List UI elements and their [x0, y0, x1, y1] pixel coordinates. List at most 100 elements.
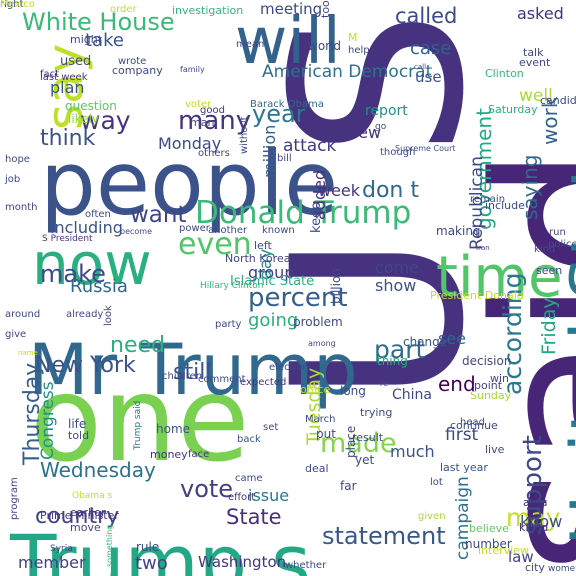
- word-often: often: [85, 209, 111, 220]
- word-back: back: [237, 434, 261, 445]
- word-kind: kind: [534, 244, 556, 255]
- word-keep: keep: [309, 201, 324, 233]
- word-iran: Iran: [476, 244, 490, 252]
- word-still: still: [173, 360, 212, 385]
- word-take: take: [85, 30, 124, 51]
- word-use: use: [415, 68, 442, 86]
- word-meeting: meeting: [260, 0, 323, 18]
- word-police: police: [548, 239, 576, 250]
- word-trump-s: Trump s: [10, 518, 311, 576]
- word-set: set: [263, 422, 279, 433]
- word-came: came: [235, 473, 263, 484]
- word-group: group: [248, 263, 295, 282]
- word-north-korea: North Korea: [225, 252, 291, 265]
- word-come: come: [375, 258, 420, 277]
- word-much: much: [390, 442, 435, 461]
- word-continue: continue: [450, 419, 498, 432]
- word-new: new: [348, 123, 382, 142]
- word-two: two: [135, 553, 168, 574]
- word-money: money: [150, 448, 188, 461]
- word-called: called: [395, 4, 458, 28]
- word-trump-said: Trump said: [133, 400, 143, 450]
- word-need: need: [110, 333, 165, 358]
- word-mr-trump: Mr Trump: [28, 329, 358, 411]
- word-show: show: [375, 276, 417, 295]
- word-earlier: earlier: [70, 506, 106, 519]
- word-around: around: [5, 309, 41, 320]
- word-vote: vote: [180, 475, 234, 503]
- word-american-democrat: American Democrat: [262, 62, 433, 82]
- word-monday: Monday: [158, 134, 222, 153]
- word-among: among: [308, 339, 336, 348]
- word-job: job: [5, 174, 21, 185]
- word-voter: voter: [185, 99, 212, 110]
- word-friday: Friday: [538, 297, 560, 355]
- word-million: million: [260, 124, 279, 178]
- word-change: change: [403, 335, 448, 349]
- word-include: include: [485, 199, 525, 212]
- word-wrote: wrote: [118, 56, 147, 67]
- word-bill: bill: [277, 153, 292, 164]
- word-hope: hope: [5, 154, 30, 165]
- word-country: country: [35, 504, 120, 529]
- word-good: good: [200, 105, 225, 116]
- word-known: known: [262, 225, 295, 236]
- word-run: run: [549, 227, 566, 238]
- word-thing: thing: [377, 354, 408, 368]
- word-well: well: [519, 86, 553, 106]
- word-congress: Congress: [38, 381, 58, 460]
- word-women: women: [548, 564, 576, 574]
- word-time: time: [436, 245, 563, 310]
- word-barack-obama: Barack Obama: [250, 99, 324, 110]
- word-live: live: [485, 443, 505, 456]
- word-trying: trying: [360, 406, 393, 419]
- word-plan: plan: [50, 78, 85, 97]
- word-others: others: [198, 148, 230, 159]
- word-percent: percent: [248, 283, 348, 313]
- word-party: party: [215, 319, 242, 330]
- word-power: power: [179, 223, 210, 234]
- word-number: number: [465, 537, 512, 551]
- word-point: point: [474, 379, 503, 392]
- word-fact: fact: [40, 69, 60, 80]
- word-far: far: [340, 479, 357, 493]
- word-look: look: [103, 305, 114, 326]
- word-asked: asked: [517, 4, 564, 23]
- word-saturday: Saturday: [488, 103, 538, 116]
- word-event: event: [519, 56, 551, 69]
- word-something: something: [105, 524, 114, 567]
- word-don-t: don t: [362, 178, 419, 203]
- word-end: end: [438, 372, 476, 396]
- word-seen: seen: [536, 264, 563, 277]
- word-life: life: [68, 417, 87, 431]
- word-statement: statement: [322, 522, 446, 550]
- word-will: will: [235, 5, 341, 79]
- word-think: think: [40, 126, 96, 151]
- word-s-president: S President: [42, 234, 93, 244]
- word-area: area: [523, 496, 548, 509]
- word-mean: mean: [236, 39, 265, 50]
- word-united-states: United States: [557, 84, 576, 545]
- word-put: put: [316, 427, 336, 441]
- word-whether: whether: [285, 560, 327, 571]
- word-syria: Syria: [50, 544, 73, 554]
- word-election: election: [269, 362, 309, 373]
- word-m: M: [348, 31, 358, 44]
- word-re: re: [380, 379, 389, 388]
- word-white-house: White House: [22, 8, 175, 36]
- word-year: year: [252, 100, 306, 128]
- word-islamic-state: Islamic State: [230, 274, 315, 289]
- word-home: home: [156, 422, 191, 436]
- word-many: many: [178, 106, 252, 136]
- word-investigation: investigation: [172, 4, 244, 17]
- word-program: program: [9, 477, 20, 520]
- word-man: man: [190, 116, 215, 129]
- word-might: might: [70, 33, 103, 46]
- word-part: part: [374, 335, 426, 364]
- word-law: law: [508, 548, 534, 566]
- word-already: already: [66, 309, 104, 320]
- word-question: question: [65, 99, 117, 113]
- word-win: win: [490, 372, 510, 385]
- word-obama-s: Obama s: [72, 491, 113, 501]
- word-one: one: [30, 350, 250, 488]
